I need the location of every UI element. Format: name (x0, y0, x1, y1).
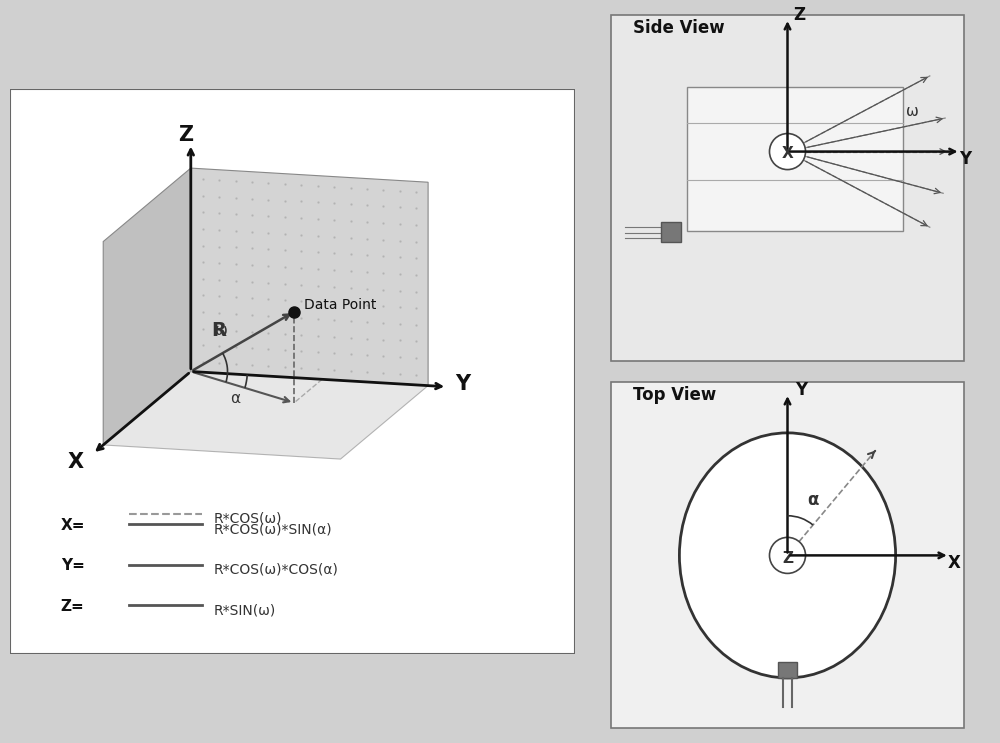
Text: R*COS(ω)*COS(α): R*COS(ω)*COS(α) (213, 562, 338, 577)
Bar (778, 662, 797, 678)
Text: Top View: Top View (633, 386, 716, 404)
Text: R*SIN(ω): R*SIN(ω) (213, 603, 276, 617)
Text: ω: ω (215, 322, 227, 338)
Bar (661, 222, 681, 241)
Text: X: X (67, 452, 83, 472)
Text: R*COS(ω)*SIN(α): R*COS(ω)*SIN(α) (213, 522, 332, 536)
Text: Y=: Y= (61, 559, 85, 574)
Text: X: X (948, 554, 961, 572)
Text: ω: ω (906, 103, 919, 119)
Text: X=: X= (61, 518, 85, 533)
Text: R*COS(ω): R*COS(ω) (213, 512, 282, 526)
Text: Z: Z (782, 551, 793, 565)
Text: Z: Z (793, 6, 805, 24)
Text: Y: Y (456, 374, 471, 394)
Text: α: α (807, 491, 819, 509)
Text: X: X (782, 146, 794, 161)
Circle shape (769, 537, 806, 574)
Polygon shape (103, 372, 428, 459)
Ellipse shape (679, 433, 896, 678)
Text: α: α (230, 391, 240, 406)
Polygon shape (103, 168, 191, 445)
Text: Data Point: Data Point (304, 298, 377, 312)
Bar (687, 87, 903, 231)
Polygon shape (191, 168, 428, 386)
Text: Y: Y (959, 150, 971, 168)
Circle shape (769, 134, 806, 169)
Text: Side View: Side View (633, 19, 724, 36)
Text: Y: Y (795, 381, 807, 399)
Text: Z=: Z= (61, 599, 85, 614)
Text: R: R (211, 321, 226, 340)
Text: Z: Z (178, 125, 193, 145)
